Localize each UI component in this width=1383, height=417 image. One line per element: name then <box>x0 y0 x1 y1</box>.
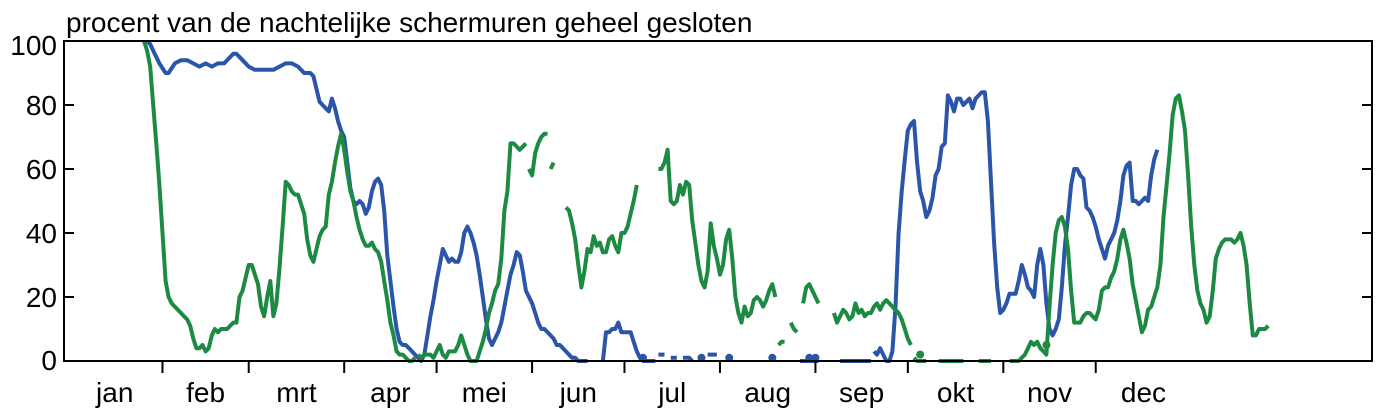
series-2-line <box>789 321 799 334</box>
x-axis: jan feb mrt apr mei jun jul aug sep okt nov dec <box>95 361 1166 408</box>
series-1-line <box>872 90 1160 363</box>
y-tick-label: 0 <box>41 345 57 376</box>
series-2-line <box>658 147 778 325</box>
x-tick-label: apr <box>370 377 410 408</box>
series-1-point <box>811 353 820 362</box>
series-2-point <box>916 350 925 359</box>
x-tick-label: feb <box>186 377 225 408</box>
series-2-line <box>1009 93 1270 363</box>
x-tick-label: aug <box>744 377 791 408</box>
y-tick-label: 40 <box>26 218 57 249</box>
y-axis: 0 20 40 60 80 100 <box>10 30 1372 376</box>
y-tick-label: 100 <box>10 30 57 61</box>
x-tick-label: sep <box>839 377 884 408</box>
x-tick-label: mei <box>462 377 507 408</box>
series-1-line <box>600 320 656 363</box>
series-2-point <box>1042 341 1051 349</box>
series-2-line <box>564 184 639 290</box>
x-tick-label: jun <box>559 377 597 408</box>
series-2-line <box>527 131 548 178</box>
series-2-line <box>777 339 785 347</box>
y-tick-label: 20 <box>26 282 57 313</box>
chart-title: procent van de nachtelijke schermuren ge… <box>66 7 752 38</box>
series-1-point <box>768 353 777 362</box>
series-2-line <box>801 282 821 305</box>
series-2-line <box>142 40 417 363</box>
series-2-line <box>416 141 528 363</box>
series-1-point <box>697 353 706 362</box>
y-tick-label: 60 <box>26 154 57 185</box>
series-1-line <box>145 39 588 363</box>
x-tick-label: mrt <box>276 377 317 408</box>
x-tick-label: jul <box>657 377 686 408</box>
x-tick-label: okt <box>937 377 975 408</box>
x-tick-label: jan <box>95 377 133 408</box>
series-2-line <box>831 298 913 346</box>
x-tick-label: dec <box>1121 377 1166 408</box>
plot-frame <box>63 40 1373 362</box>
series-1-line <box>683 355 694 363</box>
series-1-point <box>725 353 734 362</box>
y-tick-label: 80 <box>26 90 57 121</box>
series-1-point <box>805 353 814 362</box>
x-tick-label: nov <box>1027 377 1072 408</box>
series-1-point <box>638 353 647 362</box>
series-2-line <box>548 161 556 170</box>
plot-area <box>142 39 1270 363</box>
